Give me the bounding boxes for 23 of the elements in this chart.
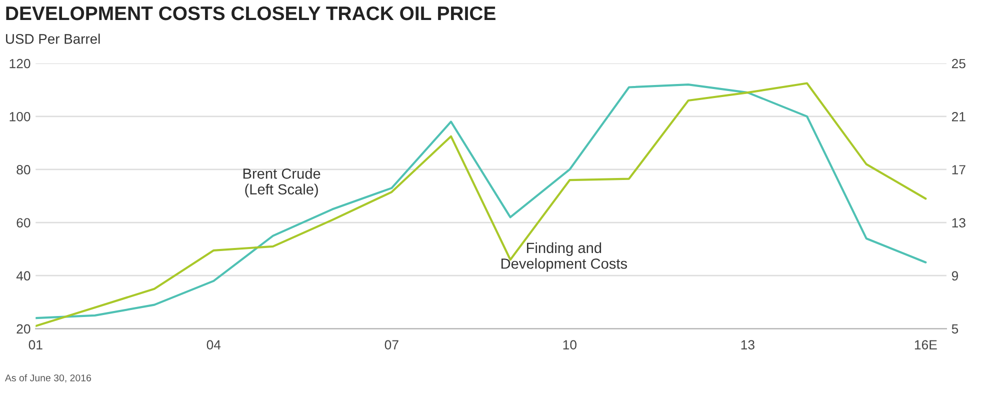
y-tick-label: 80 (16, 165, 30, 174)
y2-tick-label: 9 (952, 271, 958, 281)
chart-title: DEVELOPMENT COSTS CLOSELY TRACK OIL PRICE (6, 6, 496, 20)
x-tick-label: 10 (563, 340, 576, 350)
y2-tick-label: 5 (952, 324, 958, 334)
y2-tick-label: 25 (952, 58, 966, 68)
text: As of June 30, 2016 (4, 374, 92, 383)
x-tick-label: 13 (741, 340, 754, 350)
y-tick-label: 120 (10, 58, 30, 68)
x-tick-label: 07 (384, 340, 398, 350)
y2-tick-label: 21 (952, 112, 966, 122)
chart-subtitle: USD Per Barrel (6, 34, 100, 44)
series-label: Brent Crude (Left Scale) (243, 168, 320, 198)
y-tick-label: 20 (16, 324, 30, 334)
y-tick-label: 40 (16, 271, 30, 281)
y2-tick-label: 13 (952, 218, 966, 228)
y-tick-label: 60 (16, 218, 30, 228)
x-tick-label: 04 (206, 340, 221, 350)
x-tick-label: 01 (28, 340, 42, 350)
y-tick-label: 100 (10, 112, 30, 122)
y2-tick-label: 17 (952, 165, 966, 174)
x-tick-label: 16E (914, 340, 937, 350)
series-label: Finding and Development Costs (501, 242, 628, 272)
